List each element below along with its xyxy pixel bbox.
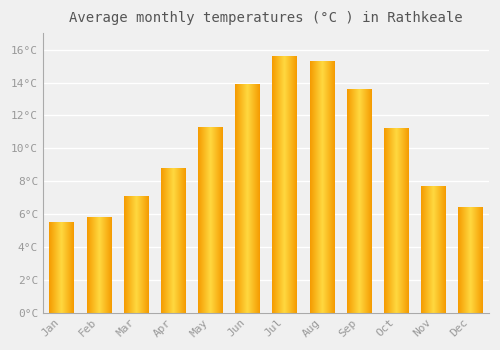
Title: Average monthly temperatures (°C ) in Rathkeale: Average monthly temperatures (°C ) in Ra… bbox=[69, 11, 462, 25]
